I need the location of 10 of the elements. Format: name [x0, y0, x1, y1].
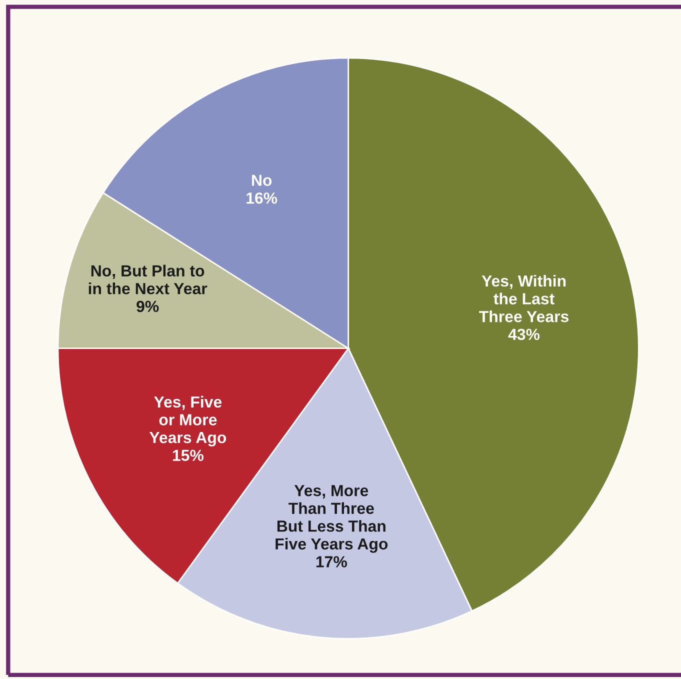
slice-label: Yes, Five or More Years Ago [149, 396, 226, 446]
slice-label: No, But Plan to in the Next Year [88, 264, 208, 294]
slice-label: Yes, More Than Three But Less Than Five Years Ago [276, 485, 388, 553]
data-label: 16% [246, 192, 278, 204]
slice-label: Yes, Within the Last Three Years [479, 274, 569, 322]
data-label: 17% [316, 556, 347, 568]
slice-label: No [252, 174, 272, 186]
data-label: 9% [136, 300, 159, 312]
data-label: 43% [508, 328, 540, 340]
data-label: 15% [172, 450, 204, 462]
